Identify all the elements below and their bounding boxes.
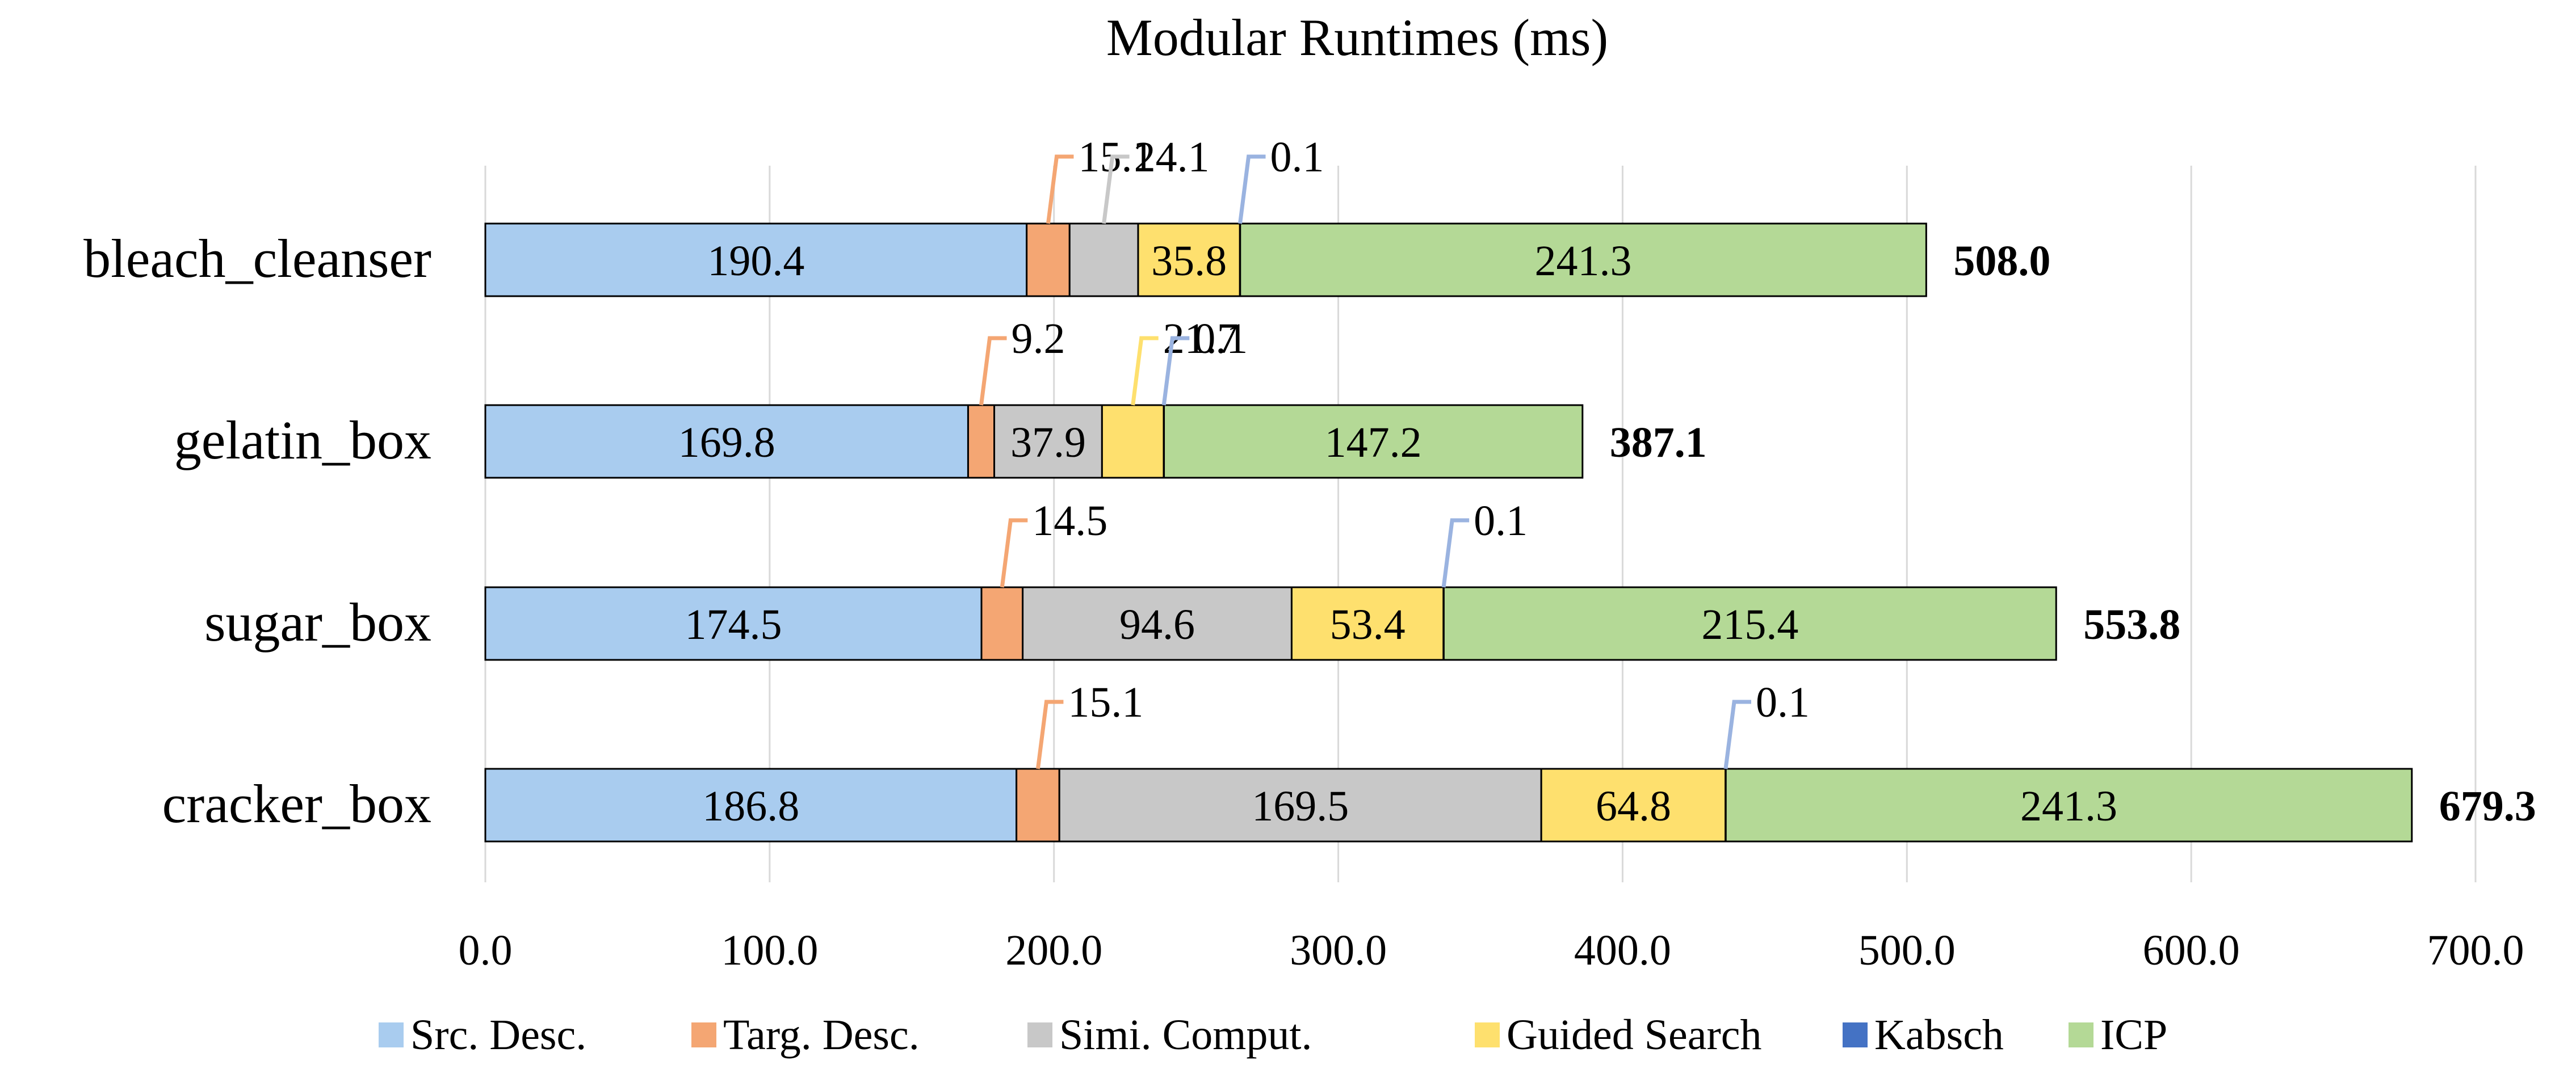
x-tick-label: 300.0: [1290, 927, 1387, 974]
segment-label: 147.2: [1325, 419, 1422, 466]
segment-label: 186.8: [702, 782, 799, 830]
x-tick-label: 500.0: [1858, 927, 1956, 974]
x-tick-label: 0.0: [459, 927, 513, 974]
legend-label: Guided Search: [1507, 1011, 1762, 1059]
callout-label: 9.2: [1011, 315, 1065, 363]
x-tick-label: 700.0: [2427, 927, 2524, 974]
segment-label: 64.8: [1596, 782, 1671, 830]
category-label: gelatin_box: [174, 410, 431, 470]
bar-segment: [1725, 768, 2413, 843]
legend-label: Kabsch: [1874, 1011, 2004, 1059]
callout-label: 0.1: [1474, 497, 1528, 545]
segment-label: 35.8: [1151, 237, 1227, 285]
total-label: 508.0: [1953, 237, 2050, 285]
total-label: 553.8: [2083, 601, 2180, 649]
segment-label: 94.6: [1119, 601, 1195, 649]
bars: [484, 222, 2413, 843]
x-tick-label: 400.0: [1574, 927, 1671, 974]
bar-segment: [980, 586, 1024, 661]
bar-segment: [1101, 404, 1165, 479]
segment-label: 169.8: [678, 419, 775, 466]
callout-label: 0.1: [1270, 133, 1324, 181]
callout-label: 24.1: [1134, 133, 1210, 181]
bar-segment: [484, 586, 983, 661]
segment-labels: 190.4 35.8 241.3 169.8 37.9 147.2 174.5 94.6 53.…: [678, 237, 2117, 830]
segment-label: 215.4: [1701, 601, 1798, 649]
callouts: 15.124.1 0.19.2 21.70.114.5 0.115.1 0.1: [979, 133, 1810, 769]
callout-leader: [979, 336, 1007, 406]
bar-segment: [1540, 768, 1727, 843]
category-label: bleach_cleanser: [83, 228, 431, 289]
x-tick-label: 200.0: [1005, 927, 1102, 974]
legend-label: Src. Desc.: [410, 1011, 586, 1059]
category-label: sugar_box: [204, 592, 431, 653]
callout-leader: [1000, 518, 1028, 588]
segment-label: 37.9: [1010, 419, 1086, 466]
total-labels: 508.0 387.1 553.8 679.3: [1610, 237, 2536, 830]
legend-label: Targ. Desc.: [723, 1011, 920, 1059]
bar-segment: [1026, 222, 1071, 297]
callout-leader: [1238, 154, 1266, 224]
segment-label: 169.5: [1252, 782, 1349, 830]
legend-label: ICP: [2100, 1011, 2167, 1059]
bar-segment: [1068, 222, 1139, 297]
bar-segment: [1163, 404, 1584, 479]
callout-leader: [1102, 154, 1130, 224]
legend-label: Simi. Comput.: [1059, 1011, 1312, 1059]
bar-segment: [484, 222, 1028, 297]
bar-segment: [1016, 768, 1060, 843]
legend-swatch: [691, 1022, 716, 1047]
legend-swatch: [2069, 1022, 2093, 1047]
segment-label: 241.3: [2020, 782, 2117, 830]
callout-leader: [1441, 518, 1470, 588]
bar-segment: [993, 404, 1103, 479]
category-labels: bleach_cleanser gelatin_box sugar_boxcrack…: [83, 228, 431, 834]
callout-label: 14.5: [1032, 497, 1107, 545]
callout-label: 0.1: [1194, 315, 1248, 363]
bar-segment: [1058, 768, 1542, 843]
segment-label: 53.4: [1330, 601, 1406, 649]
x-tick-label: 600.0: [2143, 927, 2240, 974]
callout-leader: [1046, 154, 1074, 224]
x-tick-label: 100.0: [721, 927, 818, 974]
segment-label: 174.5: [685, 601, 782, 649]
callout-label: 0.1: [1756, 679, 1810, 726]
bar-segment: [967, 404, 996, 479]
bar-segment: [1239, 222, 1927, 297]
segment-label: 241.3: [1535, 237, 1632, 285]
callout-leader: [1161, 336, 1190, 406]
callout-leader: [1035, 700, 1064, 769]
category-label: cracker_box: [162, 773, 431, 834]
legend-swatch: [1027, 1022, 1052, 1047]
total-label: 387.1: [1610, 419, 1707, 466]
legend-swatch: [379, 1022, 404, 1047]
bar-segment: [1022, 586, 1293, 661]
bar-segment: [1442, 586, 2057, 661]
legend-swatch: [1843, 1022, 1868, 1047]
callout-label: 15.1: [1068, 679, 1143, 726]
x-tick-labels: 0.0 100.0 200.0 300.0 400.0 500.0 600.0 700.0: [459, 927, 2524, 974]
chart-title: Modular Runtimes (ms): [1106, 9, 1608, 66]
bar-segment: [1290, 586, 1445, 661]
callout-leader: [1723, 700, 1751, 769]
segment-label: 190.4: [707, 237, 804, 285]
legend: Src. Desc. Targ. Desc. Simi. Comput. Guided…: [379, 1011, 2167, 1059]
bar-segment: [484, 404, 969, 479]
callout-leader: [1131, 336, 1159, 406]
bar-segment: [484, 768, 1018, 843]
total-label: 679.3: [2439, 782, 2536, 830]
legend-swatch: [1475, 1022, 1500, 1047]
